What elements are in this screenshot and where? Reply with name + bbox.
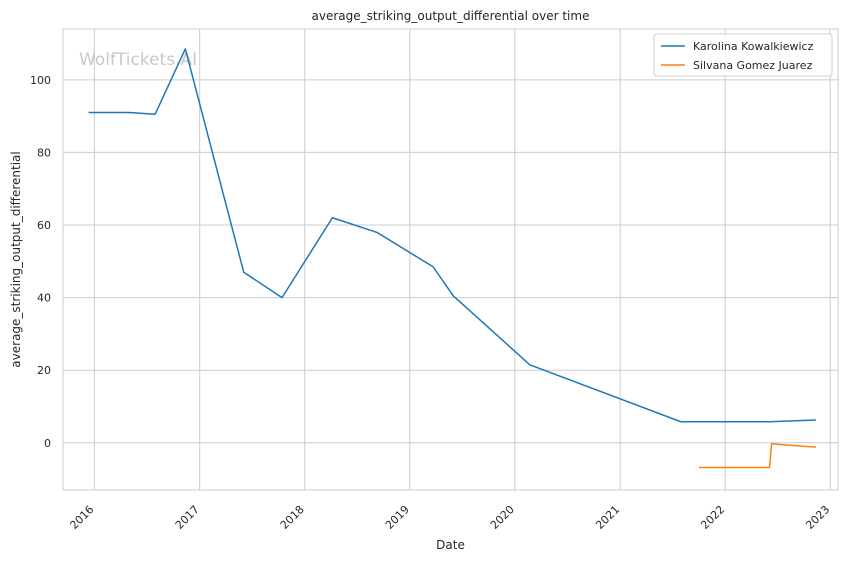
y-tick-label: 20 <box>37 364 51 377</box>
x-tick-label: 2018 <box>278 503 307 532</box>
watermark-text: WolfTickets.AI <box>79 50 197 70</box>
y-tick-label: 100 <box>30 74 51 87</box>
x-tick-label: 2021 <box>593 503 622 532</box>
x-tick-label: 2020 <box>488 503 517 532</box>
x-tick-label: 2019 <box>383 503 412 532</box>
y-tick-label: 0 <box>44 437 51 450</box>
legend: Karolina Kowalkiewicz Silvana Gomez Juare… <box>653 33 833 77</box>
legend-entry: Silvana Gomez Juarez <box>693 59 813 72</box>
legend-entry: Karolina Kowalkiewicz <box>693 40 814 53</box>
y-tick-label: 80 <box>37 146 51 159</box>
plot-area <box>62 28 839 491</box>
y-tick-label: 60 <box>37 219 51 232</box>
y-tick-label: 40 <box>37 292 51 305</box>
y-axis-label: average_striking_output_differential <box>9 151 23 367</box>
chart-title: average_striking_output_differential ove… <box>312 9 590 23</box>
x-tick-label: 2022 <box>698 503 727 532</box>
y-axis-ticks: 0 20 40 60 80 100 <box>30 74 51 450</box>
series-line-2 <box>699 443 816 469</box>
x-tick-label: 2016 <box>67 503 96 532</box>
legend-box <box>653 33 833 77</box>
x-tick-label: 2017 <box>173 503 202 532</box>
series-group <box>88 48 816 469</box>
series-line-1 <box>88 48 816 423</box>
x-tick-label: 2023 <box>803 503 832 532</box>
x-axis-ticks: 2016 2017 2018 2019 2020 2021 2022 2023 <box>67 503 832 532</box>
x-axis-label: Date <box>436 538 465 552</box>
grid <box>63 29 838 490</box>
